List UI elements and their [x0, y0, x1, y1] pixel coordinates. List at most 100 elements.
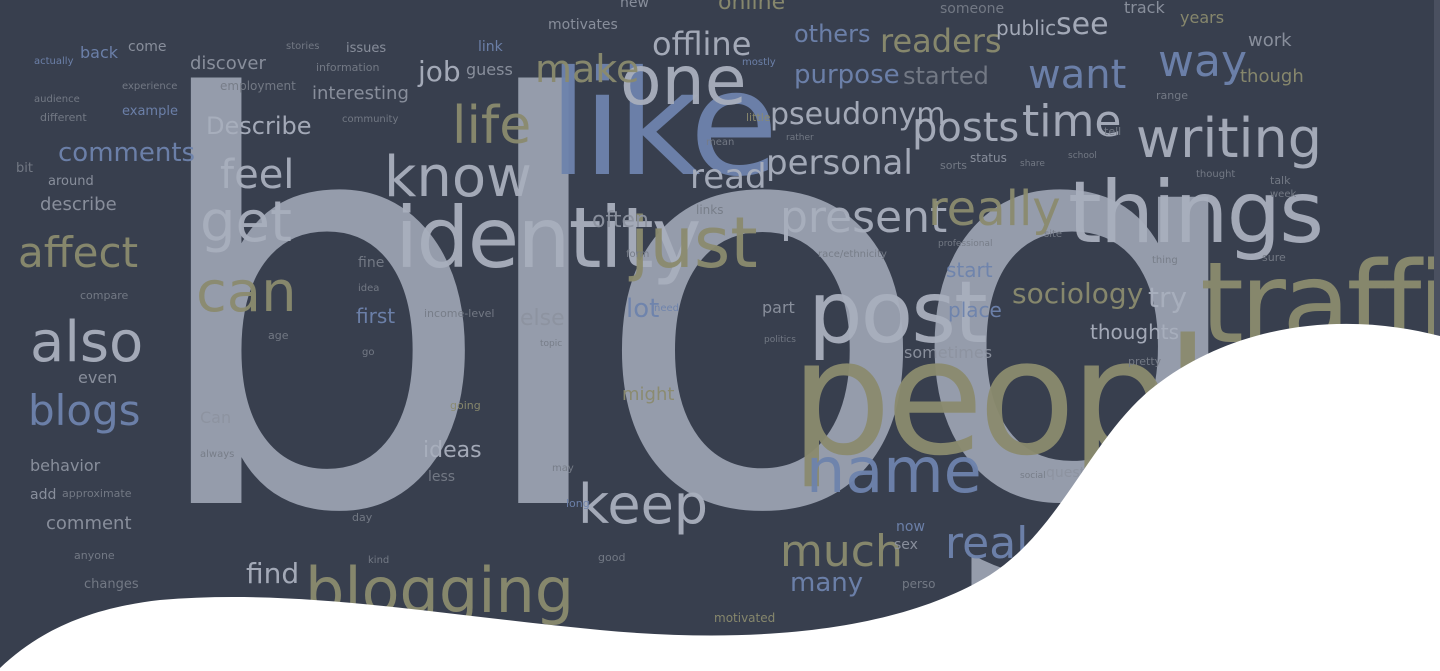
word-mean: mean: [706, 137, 735, 148]
word-track: track: [1124, 0, 1165, 17]
word-see: see: [1056, 7, 1109, 42]
word-motivates: motivates: [548, 17, 618, 33]
word-discover: discover: [190, 53, 266, 74]
word-someone: someone: [940, 1, 1005, 17]
word-little: little: [746, 111, 771, 124]
word-information: information: [316, 61, 380, 74]
word-can: can: [196, 260, 297, 325]
word-go: go: [362, 347, 375, 358]
word-know: know: [384, 145, 532, 210]
word-motivated: motivated: [714, 611, 776, 625]
word-status: status: [970, 151, 1007, 165]
word-example: example: [122, 104, 178, 119]
word-others: others: [794, 20, 871, 48]
image-edge-strip: [1434, 0, 1440, 340]
word-way: way: [1158, 36, 1247, 87]
word-things: things: [1068, 163, 1324, 263]
word-changes: changes: [84, 577, 139, 592]
word-site: site: [1044, 229, 1063, 240]
word-behavior: behavior: [30, 456, 101, 475]
word-school: school: [1068, 151, 1097, 161]
word-one: one: [620, 42, 747, 121]
word-different: different: [40, 111, 87, 124]
word-rather: rather: [786, 133, 814, 143]
word-professional: professional: [938, 239, 993, 249]
word-even: even: [78, 368, 118, 387]
word-interesting: interesting: [312, 83, 409, 104]
word-affect: affect: [18, 228, 139, 277]
word-stories: stories: [286, 41, 320, 52]
word-mostly: mostly: [742, 57, 776, 68]
word-keep: keep: [578, 473, 709, 536]
word-fine: fine: [358, 255, 385, 271]
word-sex: sex: [894, 537, 918, 553]
word-guess: guess: [466, 60, 513, 79]
word-find: find: [246, 557, 300, 590]
word-kind: kind: [368, 555, 390, 566]
word-anyone: anyone: [74, 549, 115, 562]
word-day: day: [352, 511, 373, 524]
word-present: present: [780, 192, 948, 243]
word-post: post: [808, 263, 988, 363]
word-question: questi: [1046, 465, 1090, 481]
word-long: long: [566, 497, 590, 510]
word-actually: actually: [34, 56, 74, 67]
word-often: often: [592, 208, 649, 233]
word-lot: lot: [626, 294, 660, 324]
word-now: now: [896, 519, 925, 535]
word-posts: posts: [912, 105, 1020, 151]
word-online: online: [718, 0, 786, 15]
word-also: also: [30, 310, 144, 375]
word-like: like: [548, 40, 779, 209]
word-community: community: [342, 114, 399, 125]
word-get: get: [200, 190, 292, 255]
word-life: life: [452, 96, 532, 156]
word-back: back: [80, 43, 119, 62]
word-work: work: [1248, 30, 1292, 51]
word-public: public: [996, 16, 1057, 40]
word-add: add: [30, 487, 57, 503]
word-writing: writing: [1136, 107, 1323, 170]
word-blogs: blogs: [28, 386, 141, 435]
word-offline: offline: [652, 25, 752, 63]
word-always: always: [200, 449, 235, 460]
word-much: much: [780, 526, 903, 577]
word-employment: employment: [220, 79, 296, 93]
word-race-ethnicity: race/ethnicity: [818, 249, 887, 260]
word-less: less: [428, 469, 456, 485]
word-topic: topic: [540, 339, 563, 349]
word-experience: experience: [122, 81, 178, 92]
word-new: new: [620, 0, 649, 11]
word-purpose: purpose: [794, 60, 900, 90]
word-describe: describe: [40, 194, 117, 215]
word-sorts: sorts: [940, 159, 968, 172]
word-just: just: [630, 202, 758, 284]
word-want: want: [1028, 52, 1127, 98]
word-share: share: [1020, 159, 1045, 169]
wave-shape: [0, 323, 1440, 671]
word-link: link: [478, 39, 503, 55]
word-Can: Can: [200, 408, 232, 427]
word-first: first: [356, 304, 396, 328]
word-sometimes: sometimes: [904, 343, 993, 362]
word-part: part: [762, 298, 795, 317]
word-approximate: approximate: [62, 487, 132, 500]
word-issues: issues: [346, 41, 387, 56]
word-comment: comment: [46, 513, 132, 534]
word-name: name: [806, 434, 982, 507]
word-pretty: pretty: [1128, 355, 1162, 368]
word-start: start: [946, 258, 993, 282]
word-week: week: [1270, 189, 1297, 200]
word-going: going: [450, 399, 481, 412]
word-age: age: [268, 329, 289, 342]
word-good: good: [598, 551, 626, 564]
word-started: started: [903, 62, 989, 90]
word-many: many: [790, 568, 864, 598]
word-thought: thought: [1196, 169, 1236, 180]
word-person: perso: [902, 577, 936, 591]
word-pseudonym: pseudonym: [770, 97, 946, 132]
word-time: time: [1022, 96, 1122, 147]
word-might: might: [622, 384, 675, 405]
word-else: else: [520, 306, 565, 331]
